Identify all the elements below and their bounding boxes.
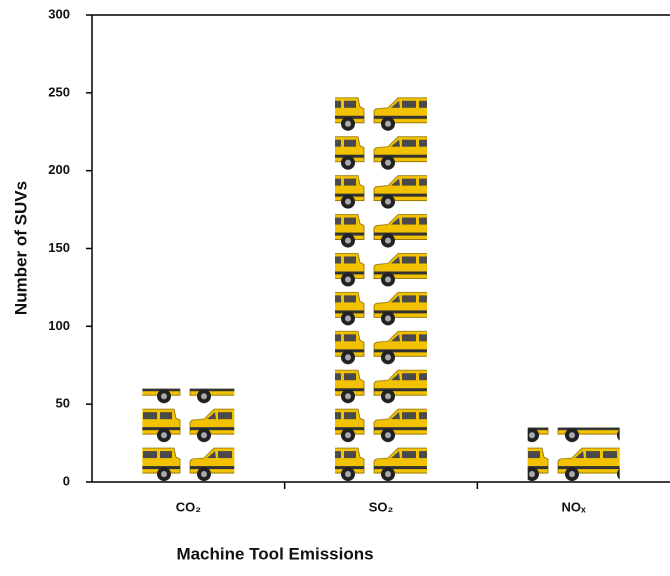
x-axis-label: Machine Tool Emissions [176, 544, 373, 563]
bar [142, 389, 234, 482]
y-tick-label: 150 [48, 240, 70, 255]
y-tick-label: 200 [48, 162, 70, 177]
y-axis-label: Number of SUVs [11, 181, 30, 315]
bar [528, 428, 620, 482]
x-tick-label: NOₓ [562, 499, 587, 514]
x-tick-label: CO₂ [176, 499, 202, 514]
y-tick-label: 100 [48, 318, 70, 333]
y-tick-label: 0 [63, 473, 70, 488]
chart: Machine Tool Emissions Number of SUVs 0 5… [0, 0, 670, 571]
y-tick-label: 250 [48, 84, 70, 99]
x-tick-label: SO₂ [369, 499, 394, 514]
y-tick-label: 300 [48, 6, 70, 21]
bar [335, 96, 427, 482]
y-tick-label: 50 [56, 396, 70, 411]
